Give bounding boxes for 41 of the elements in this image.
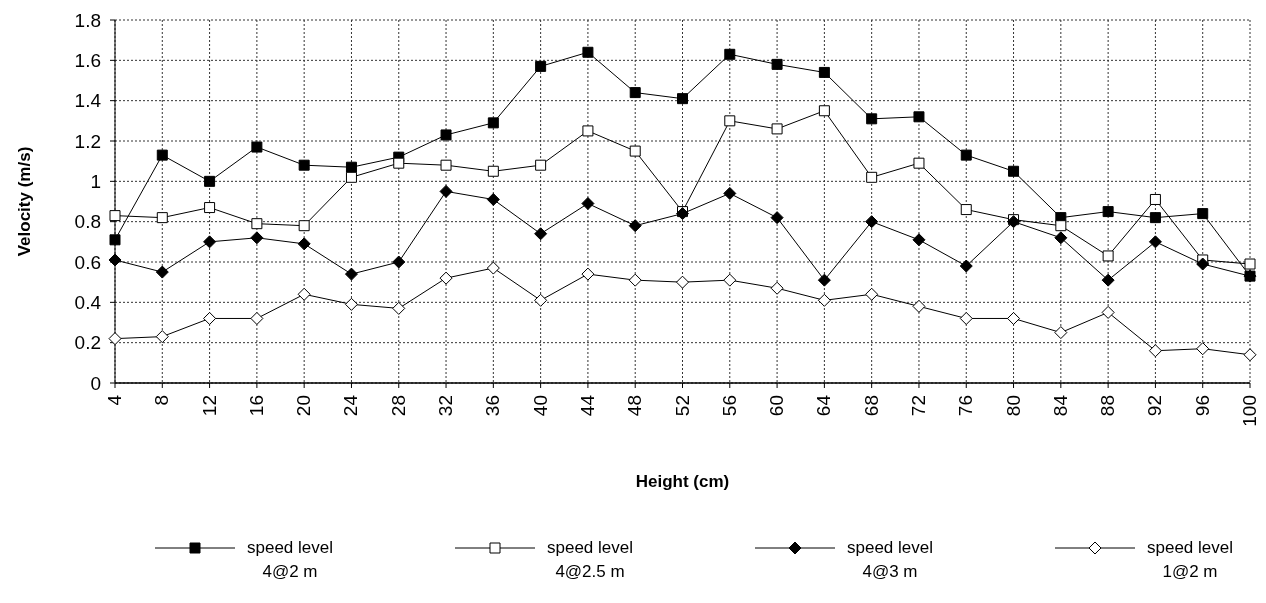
x-tick-label: 96 (1191, 395, 1213, 417)
legend-label: speed level 1@2 m (1146, 538, 1234, 581)
x-tick-label: 92 (1144, 395, 1166, 417)
x-tick-label: 80 (1002, 395, 1024, 417)
x-tick-label: 52 (671, 395, 693, 417)
x-tick-label: 100 (1239, 395, 1260, 427)
y-tick-label: 0 (90, 372, 101, 394)
y-tick-label: 0.4 (74, 291, 102, 313)
x-tick-label: 64 (813, 394, 835, 417)
x-tick-label: 16 (245, 395, 267, 417)
y-tick-label: 0.8 (74, 211, 101, 233)
y-tick-label: 0.2 (74, 332, 101, 354)
x-tick-label: 60 (766, 395, 788, 417)
x-tick-label: 88 (1097, 395, 1119, 417)
y-tick-label: 1.6 (74, 49, 101, 71)
x-tick-label: 48 (624, 395, 646, 417)
y-tick-label: 1.8 (74, 9, 101, 31)
x-axis-title: Height (cm) (635, 472, 730, 491)
x-tick-label: 76 (955, 395, 977, 417)
x-tick-label: 84 (1049, 394, 1071, 417)
x-tick-label: 72 (907, 395, 929, 417)
legend-label: speed level 4@2 m (246, 538, 334, 581)
x-tick-label: 20 (293, 395, 315, 417)
y-tick-label: 1.4 (74, 90, 102, 112)
x-tick-label: 8 (151, 395, 173, 406)
x-tick-label: 56 (718, 395, 740, 417)
x-tick-label: 12 (198, 395, 220, 417)
x-tick-label: 4 (104, 394, 125, 406)
x-tick-label: 32 (435, 395, 457, 417)
x-tick-label: 44 (576, 394, 598, 417)
x-tick-label: 40 (529, 395, 551, 417)
y-axis-title: Velocity (m/s) (15, 146, 34, 257)
legend-label: speed level 4@3 m (846, 538, 934, 581)
x-tick-label: 28 (387, 395, 409, 417)
legend-label: speed level 4@2.5 m (546, 538, 634, 581)
y-tick-label: 0.6 (74, 251, 101, 273)
y-tick-label: 1 (90, 170, 101, 192)
x-tick-label: 36 (482, 395, 504, 417)
y-tick-label: 1.2 (74, 130, 101, 152)
x-tick-label: 68 (860, 395, 882, 417)
x-tick-label: 24 (340, 394, 362, 417)
